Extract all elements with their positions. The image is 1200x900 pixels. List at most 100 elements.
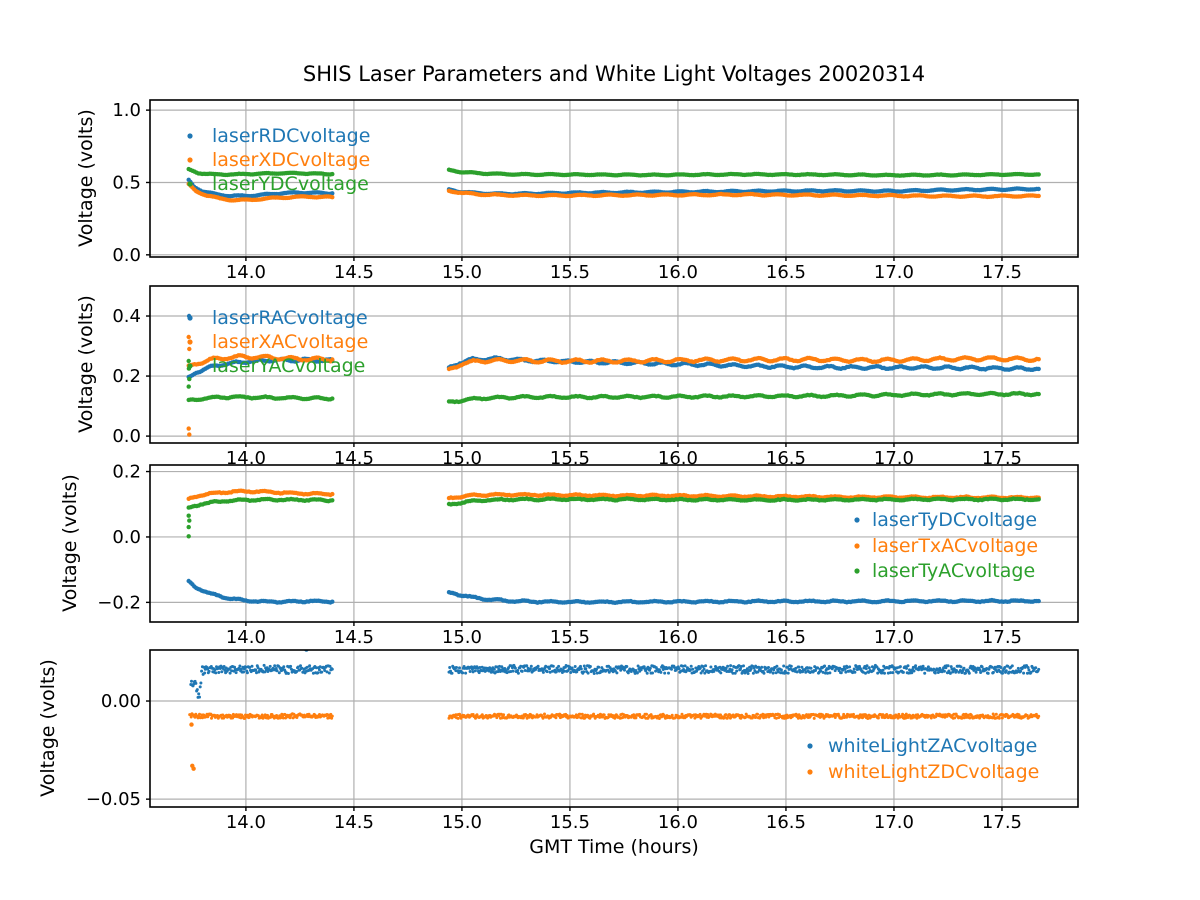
subplot-4-grid [150,650,1078,807]
subplot-1-x-tick-labels: 14.0 14.5 15.0 15.5 16.0 16.5 17.0 17.5 [226,262,1022,283]
subplot-2-data [186,313,1041,437]
series-laserXDCvoltage [186,181,1041,203]
x-tick-label: 16.5 [766,448,806,469]
subplot-4-frame [149,649,1079,808]
legend-label-laserTyDCvoltage: laserTyDCvoltage [872,509,1037,531]
x-tick-label: 14.0 [226,448,266,469]
x-tick-label: 14.0 [226,262,266,283]
legend-marker-laserRDCvoltage [187,133,193,139]
x-axis-label: GMT Time (hours) [529,836,699,858]
legend-marker-laserRACvoltage [187,315,193,321]
legend-marker-laserTxACvoltage [854,543,860,549]
legend-marker-laserYDCvoltage [187,181,193,187]
x-tick-label: 16.0 [658,448,698,469]
x-tick-label: 17.5 [982,448,1022,469]
y-tick-label: −0.2 [97,592,141,613]
legend-marker-laserTyDCvoltage [854,517,860,523]
legend-marker-laserTyACvoltage [854,568,860,574]
subplot-1-ticks [146,109,1003,261]
y-axis-label-3: Voltage (volts) [59,474,81,612]
subplot-1-legend: laserRDCvoltagelaserXDCvoltagelaserYDCvo… [187,125,370,195]
legend-label-laserYACvoltage: laserYACvoltage [212,355,365,377]
x-tick-label: 15.5 [550,627,590,648]
x-tick-label: 14.0 [226,812,266,833]
subplot-4-y-tick-labels: −0.05 0.00 [86,691,141,810]
subplot-3-legend: laserTyDCvoltage laserTxACvoltage laserTyA… [854,509,1038,582]
subplot-3-y-tick-labels: −0.2 0.0 0.2 [97,462,141,614]
y-tick-label: 0.0 [112,426,141,447]
subplot-3-data [186,488,1041,605]
legend-label-laserXDCvoltage: laserXDCvoltage [212,149,370,171]
legend-marker-whiteLightZDCvoltage [807,769,813,775]
series-laserXACvoltage [186,334,1041,437]
x-tick-label: 14.5 [334,262,374,283]
x-tick-label: 17.0 [874,812,914,833]
x-tick-label: 17.0 [874,448,914,469]
x-tick-label: 15.0 [442,262,482,283]
subplot-3-x-tick-labels: 14.0 14.5 15.0 15.5 16.0 16.5 17.0 17.5 [226,627,1022,648]
subplot-2-y-tick-labels: 0.0 0.2 0.4 [112,306,141,447]
x-tick-label: 15.5 [550,812,590,833]
subplot-1-data [186,166,1041,203]
series-laserYDCvoltage [186,166,1041,178]
series-laserTyACvoltage [186,496,1041,539]
x-tick-label: 16.0 [658,812,698,833]
legend-label-laserYDCvoltage: laserYDCvoltage [212,173,369,195]
y-tick-label: 0.00 [101,691,141,712]
y-axis-label-4: Voltage (volts) [37,659,59,797]
series-laserYACvoltage [186,358,1041,405]
chart-title: SHIS Laser Parameters and White Light Vo… [302,62,926,86]
legend-label-whiteLightZDCvoltage: whiteLightZDCvoltage [828,761,1039,783]
x-tick-label: 14.5 [334,812,374,833]
legend-label-laserTyACvoltage: laserTyACvoltage [872,560,1035,582]
subplot-3-frame [149,464,1079,623]
x-tick-label: 16.5 [766,812,806,833]
y-tick-label: 0.0 [112,245,141,266]
x-tick-label: 16.5 [766,262,806,283]
subplot-2-frame [149,285,1079,444]
legend-marker-laserYACvoltage [187,363,193,369]
y-tick-label: 0.4 [112,306,141,327]
subplot-4-legend: whiteLightZACvoltage whiteLightZDCvoltage [807,735,1039,783]
x-tick-label: 15.5 [550,262,590,283]
legend-label-whiteLightZACvoltage: whiteLightZACvoltage [828,735,1037,757]
legend-label-laserXACvoltage: laserXACvoltage [212,331,368,353]
subplot-1-y-tick-labels: 0.0 0.5 1.0 [112,100,141,266]
legend-label-laserTxACvoltage: laserTxACvoltage [872,535,1038,557]
subplot-2-ticks [146,315,1003,447]
legend-marker-whiteLightZACvoltage [807,743,813,749]
subplot-1-frame [149,99,1079,258]
subplot-1-grid [150,100,1078,257]
x-tick-label: 15.0 [442,448,482,469]
y-tick-label: 0.0 [112,527,141,548]
x-tick-label: 17.0 [874,627,914,648]
subplot-3-ticks [146,470,1003,626]
subplot-2-x-tick-labels: 14.0 14.5 15.0 15.5 16.0 16.5 17.0 17.5 [226,448,1022,469]
y-tick-label: 0.2 [112,366,141,387]
x-tick-label: 14.5 [334,448,374,469]
series-laserTyDCvoltage [186,578,1041,605]
y-axis-label-2: Voltage (volts) [75,295,97,433]
x-tick-label: 16.0 [658,262,698,283]
x-tick-label: 16.5 [766,627,806,648]
legend-marker-laserXACvoltage [187,339,193,345]
y-tick-label: 1.0 [112,100,141,121]
y-axis-label-1: Voltage (volts) [75,109,97,247]
x-tick-label: 14.0 [226,627,266,648]
y-tick-label: 0.5 [112,172,141,193]
y-tick-label: −0.05 [86,789,141,810]
series-whiteLightZACvoltage [189,650,1041,699]
x-tick-label: 15.5 [550,448,590,469]
y-tick-label: 0.2 [112,462,141,483]
legend-marker-laserXDCvoltage [187,157,193,163]
legend-label-laserRACvoltage: laserRACvoltage [212,307,368,329]
series-whiteLightZDCvoltage [188,712,1041,771]
x-tick-label: 15.0 [442,812,482,833]
x-tick-label: 16.0 [658,627,698,648]
legend-label-laserRDCvoltage: laserRDCvoltage [212,125,370,147]
x-tick-label: 17.5 [982,627,1022,648]
x-tick-label: 14.5 [334,627,374,648]
x-tick-label: 17.5 [982,262,1022,283]
